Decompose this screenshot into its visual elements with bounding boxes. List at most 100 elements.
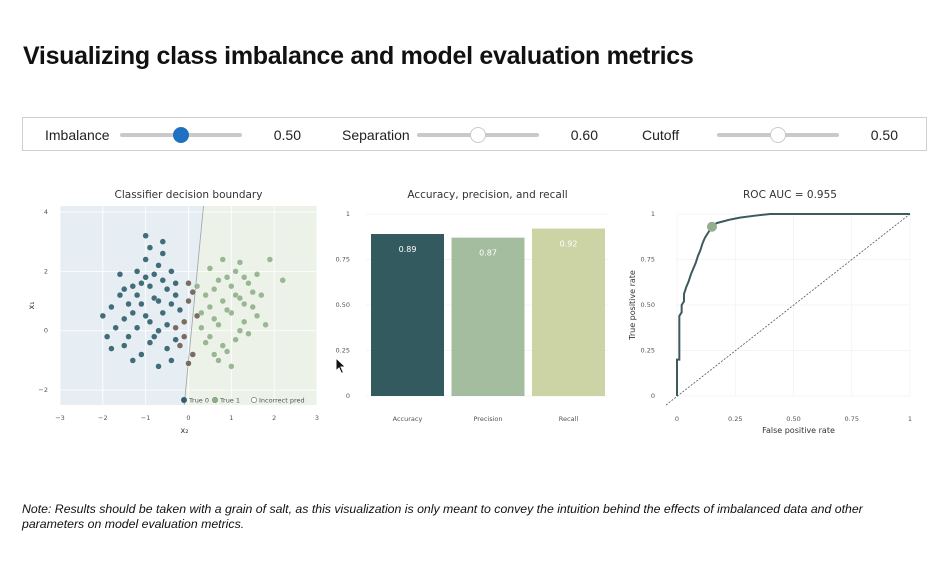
- data-point: [103, 333, 111, 340]
- x-tick-label: Precision: [473, 415, 502, 423]
- data-point: [232, 268, 239, 275]
- y-tick-label: 1: [346, 210, 350, 218]
- data-point: [142, 256, 149, 263]
- data-point: [168, 300, 175, 308]
- data-point: [240, 274, 248, 281]
- y-tick-label: −2: [38, 386, 48, 394]
- bar-value-label: 0.92: [560, 240, 578, 249]
- data-point: [279, 277, 286, 284]
- y-tick-label: 0.25: [336, 347, 350, 355]
- data-point: [232, 336, 239, 343]
- roc-chart: ROC AUC = 0.955 0 0 0.25 0.25 0.50 0.50 0.75 0.7…: [628, 189, 912, 435]
- data-point: [125, 333, 132, 340]
- data-point: [116, 271, 124, 278]
- data-point: [249, 288, 256, 296]
- slider-label: Separation: [342, 127, 410, 143]
- data-point: [215, 277, 222, 284]
- chart-title: ROC AUC = 0.955: [743, 189, 837, 201]
- slider-value: 0.60: [570, 127, 598, 143]
- data-point: [163, 321, 171, 329]
- data-point: [185, 297, 192, 305]
- data-point: [108, 345, 115, 352]
- data-point: [198, 324, 205, 331]
- legend-marker: [181, 397, 187, 403]
- data-point: [155, 262, 162, 269]
- data-point: [193, 312, 201, 320]
- data-point: [172, 291, 179, 299]
- roc-curve: [676, 213, 910, 396]
- legend-label: True 1: [219, 397, 240, 405]
- data-point: [249, 303, 256, 311]
- x-tick-label: 0: [186, 414, 190, 422]
- slider-thumb[interactable]: [770, 127, 786, 143]
- data-point: [142, 274, 149, 281]
- legend-label: Incorrect pred: [259, 397, 305, 405]
- chart-title: Accuracy, precision, and recall: [407, 189, 567, 201]
- x-tick-label: 2: [272, 414, 276, 422]
- data-point: [245, 330, 252, 337]
- data-point: [155, 363, 162, 370]
- data-point: [133, 324, 141, 331]
- data-point: [133, 291, 141, 299]
- data-point: [236, 294, 244, 302]
- chance-diagonal: [665, 213, 911, 406]
- x-tick-label: Recall: [559, 415, 579, 423]
- data-point: [159, 238, 167, 245]
- page-title: Visualizing class imbalance and model ev…: [23, 42, 694, 70]
- data-point: [168, 268, 175, 275]
- chart-title: Classifier decision boundary: [115, 189, 263, 201]
- data-point: [163, 345, 171, 352]
- data-point: [185, 280, 192, 287]
- data-point: [168, 357, 175, 364]
- data-point: [138, 351, 145, 358]
- data-point: [138, 300, 145, 308]
- data-point: [176, 342, 184, 349]
- y-tick-label: 0.75: [641, 256, 655, 264]
- data-point: [262, 321, 269, 329]
- y-tick-label: 0: [651, 392, 655, 400]
- data-point: [210, 351, 218, 358]
- decision-boundary: [183, 205, 204, 406]
- data-point: [258, 291, 265, 299]
- slider-thumb[interactable]: [470, 127, 486, 143]
- slider-label: Cutoff: [642, 127, 680, 143]
- slider-label: Imbalance: [45, 127, 110, 143]
- x-tick-label: −1: [141, 414, 151, 422]
- slider-thumb[interactable]: [173, 127, 189, 143]
- y-tick-label: 0: [346, 392, 350, 400]
- data-point: [146, 339, 154, 346]
- data-point: [146, 318, 154, 326]
- y-tick-label: 1: [651, 210, 655, 218]
- data-point: [176, 306, 184, 314]
- control-panel: Imbalance 0.50 Separation 0.60 Cutoff 0.50: [22, 117, 927, 151]
- y-tick-label: 0.50: [641, 301, 655, 309]
- data-point: [172, 324, 179, 331]
- x-tick-label: 0.25: [728, 415, 742, 423]
- data-point: [99, 312, 107, 320]
- x-tick-label: 0: [675, 415, 679, 423]
- data-point: [155, 297, 162, 305]
- data-point: [215, 357, 222, 364]
- data-point: [228, 363, 235, 370]
- data-point: [151, 333, 158, 340]
- data-point: [228, 282, 235, 290]
- mouse-cursor-icon: [335, 357, 347, 375]
- data-point: [121, 315, 128, 323]
- data-point: [219, 297, 226, 305]
- data-point: [125, 300, 132, 308]
- data-point: [215, 321, 222, 329]
- data-point: [245, 280, 252, 287]
- data-point: [210, 315, 218, 323]
- data-point: [202, 291, 209, 299]
- data-point: [133, 268, 141, 275]
- bar-accuracy: [371, 234, 444, 396]
- data-point: [172, 280, 179, 287]
- footnote: Note: Results should be taken with a gra…: [22, 502, 863, 531]
- bar-value-label: 0.89: [399, 245, 417, 254]
- x-tick-label: −2: [98, 414, 108, 422]
- y-tick-label: 0.75: [336, 256, 350, 264]
- slider-value: 0.50: [870, 127, 898, 143]
- y-tick-label: 0.50: [336, 301, 350, 309]
- data-point: [142, 232, 149, 239]
- scatter-chart: Classifier decision boundary −3 −2 −1 0 1 2 3 −2…: [28, 189, 319, 433]
